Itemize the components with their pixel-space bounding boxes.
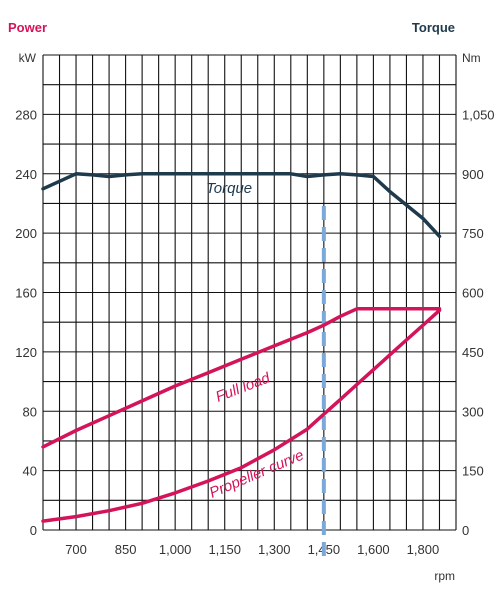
torque-axis-title: Torque <box>412 20 455 35</box>
x-tick-label: 850 <box>115 542 137 557</box>
full-load-series-line <box>41 307 442 449</box>
left-tick-label: 80 <box>23 404 37 419</box>
x-tick-label: 1,300 <box>258 542 291 557</box>
right-tick-label: 900 <box>462 167 484 182</box>
x-tick-label: 1,600 <box>357 542 390 557</box>
left-tick-label: 40 <box>23 464 37 479</box>
right-tick-label: 600 <box>462 286 484 301</box>
torque-curve-label: Torque <box>206 180 252 197</box>
right-tick-labels: 0 150 300 450 600 750 900 1,050 <box>462 107 495 538</box>
right-tick-label: 1,050 <box>462 107 495 122</box>
grid <box>42 54 457 531</box>
right-tick-label: 0 <box>462 523 469 538</box>
left-tick-label: 160 <box>15 286 37 301</box>
rpm-unit-label: rpm <box>434 569 455 583</box>
full-load-curve-label: Full load <box>213 369 273 405</box>
series-lines <box>41 172 442 560</box>
torque-unit-label: Nm <box>462 51 481 65</box>
left-tick-label: 0 <box>30 523 37 538</box>
propeller-curve-series-line <box>41 308 442 523</box>
right-tick-label: 450 <box>462 345 484 360</box>
x-tick-label: 700 <box>65 542 87 557</box>
left-tick-labels: 0 40 80 120 160 200 240 280 <box>15 107 37 538</box>
left-tick-label: 120 <box>15 345 37 360</box>
power-axis-title: Power <box>8 20 47 35</box>
x-tick-label: 1,800 <box>407 542 440 557</box>
left-tick-label: 240 <box>15 167 37 182</box>
x-tick-label: 1,150 <box>208 542 241 557</box>
right-tick-label: 300 <box>462 404 484 419</box>
left-tick-label: 200 <box>15 226 37 241</box>
power-unit-label: kW <box>19 51 37 65</box>
right-tick-label: 150 <box>462 464 484 479</box>
x-tick-label: 1,000 <box>159 542 192 557</box>
right-tick-label: 750 <box>462 226 484 241</box>
torque-series-line <box>41 172 442 239</box>
left-tick-label: 280 <box>15 107 37 122</box>
